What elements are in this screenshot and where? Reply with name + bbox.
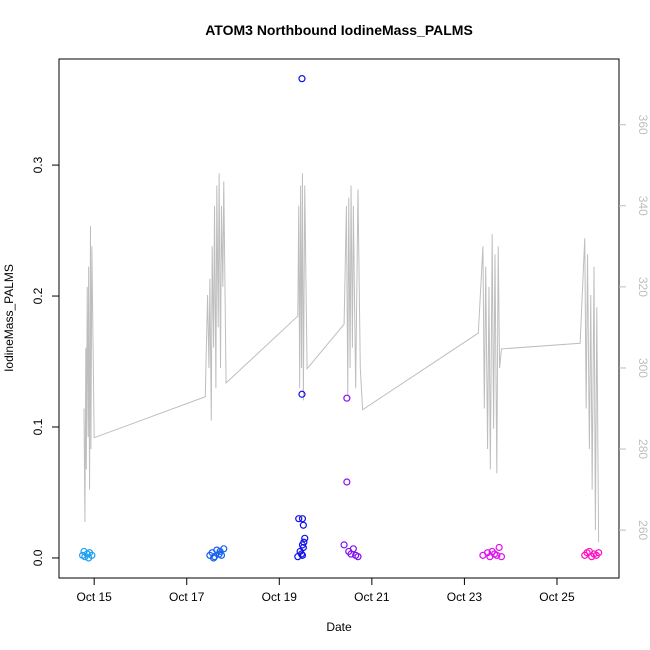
point bbox=[343, 478, 351, 486]
point bbox=[301, 534, 309, 542]
y-tick-label: 0.2 bbox=[31, 287, 45, 304]
x-axis-label: Date bbox=[326, 620, 352, 634]
line-series bbox=[83, 173, 600, 543]
point bbox=[295, 515, 303, 523]
y2-tick-label: 280 bbox=[636, 439, 650, 459]
x-tick-label: Oct 15 bbox=[76, 590, 112, 604]
point bbox=[595, 549, 603, 557]
point bbox=[300, 538, 308, 546]
point bbox=[80, 547, 88, 556]
point bbox=[340, 541, 348, 549]
x-tick-label: Oct 25 bbox=[539, 590, 575, 604]
y2-tick-label: 360 bbox=[636, 115, 650, 135]
point bbox=[354, 553, 362, 561]
y-tick-label: 0.0 bbox=[31, 549, 45, 566]
point bbox=[298, 75, 306, 83]
point bbox=[209, 554, 218, 562]
plot-frame bbox=[58, 58, 620, 579]
point bbox=[216, 547, 224, 556]
y2-tick-label: 300 bbox=[636, 358, 650, 378]
y-axis-label: IodineMass_PALMS bbox=[2, 264, 16, 372]
point bbox=[493, 551, 501, 559]
point bbox=[298, 551, 307, 559]
point bbox=[85, 554, 93, 562]
point bbox=[495, 543, 503, 552]
x-tick-label: Oct 17 bbox=[169, 590, 205, 604]
y-tick-label: 0.1 bbox=[31, 418, 45, 435]
y2-tick-label: 340 bbox=[636, 196, 650, 216]
point bbox=[497, 553, 506, 561]
x-tick-label: Oct 23 bbox=[447, 590, 483, 604]
x-tick-label: Oct 21 bbox=[354, 590, 390, 604]
x-tick-label: Oct 19 bbox=[262, 590, 298, 604]
y-tick-label: 0.3 bbox=[31, 156, 45, 173]
point bbox=[297, 550, 306, 558]
point bbox=[343, 394, 351, 402]
point bbox=[298, 390, 306, 398]
point bbox=[299, 543, 307, 552]
point bbox=[217, 551, 226, 559]
point bbox=[349, 545, 357, 553]
chart-title: ATOM3 Northbound IodineMass_PALMS bbox=[205, 22, 473, 38]
point bbox=[299, 521, 307, 529]
y2-tick-label: 260 bbox=[636, 520, 650, 540]
y2-tick-label: 320 bbox=[636, 277, 650, 297]
point bbox=[298, 515, 307, 523]
